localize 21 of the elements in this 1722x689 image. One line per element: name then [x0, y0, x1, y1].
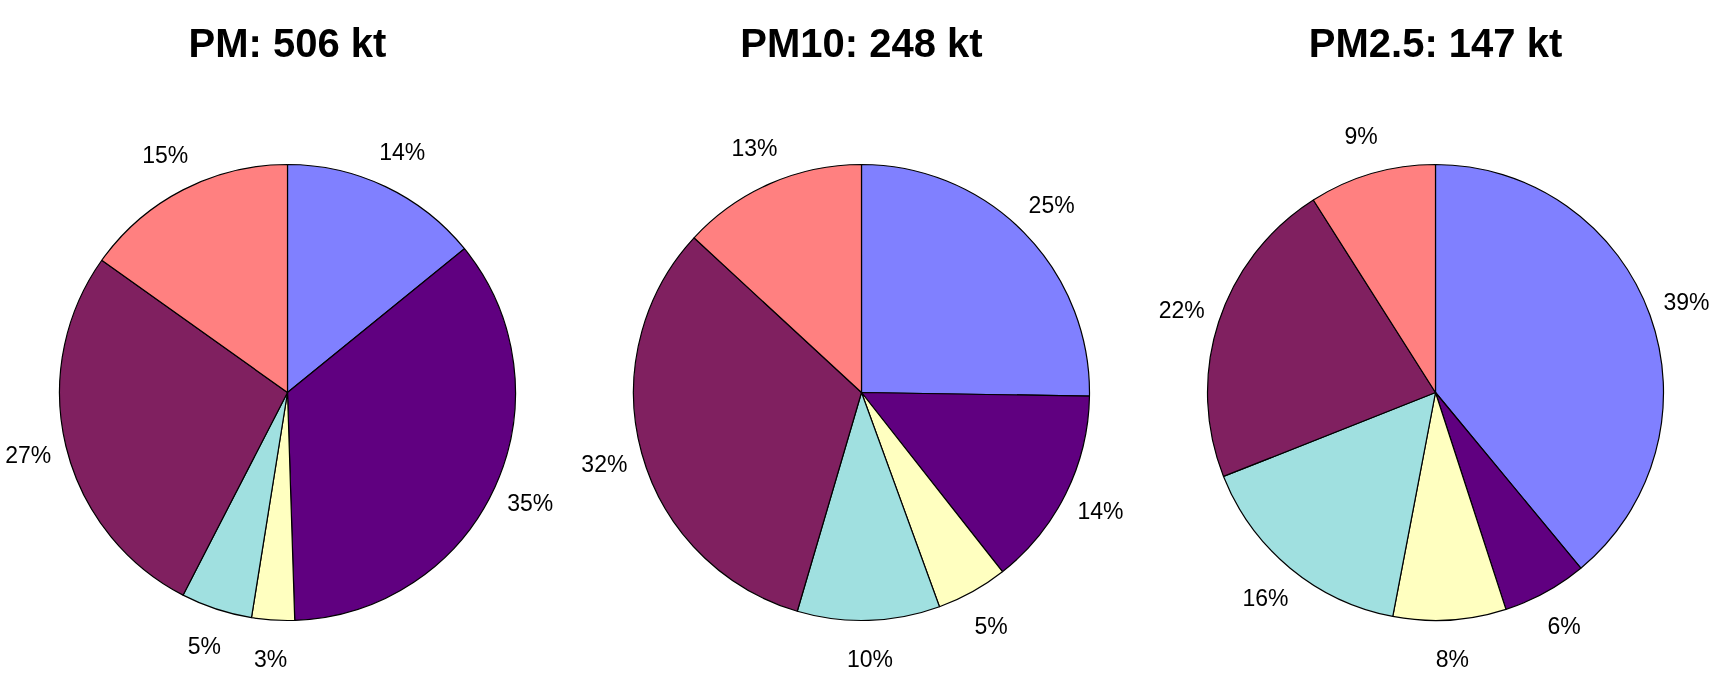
data-label: 16%: [1242, 585, 1289, 612]
data-label: 9%: [1344, 123, 1378, 150]
data-label: 5%: [187, 632, 221, 659]
data-label: 14%: [1077, 497, 1124, 524]
data-label: 8%: [1435, 645, 1469, 672]
data-label: 13%: [731, 135, 778, 162]
chart-title: PM: 506 kt: [188, 20, 387, 65]
data-label: 39%: [1663, 289, 1710, 316]
data-label: 5%: [974, 612, 1008, 639]
data-label: 10%: [846, 646, 893, 673]
data-label: 25%: [1028, 192, 1075, 219]
data-label: 6%: [1547, 613, 1581, 640]
data-label: 3%: [253, 645, 288, 672]
data-label: 27%: [5, 442, 52, 469]
data-label: 22%: [1158, 297, 1205, 324]
data-label: 15%: [142, 142, 189, 169]
data-label: 14%: [379, 138, 426, 165]
chart-title: PM10: 248 kt: [740, 20, 983, 65]
data-label: 32%: [581, 450, 628, 477]
chart-title: PM2.5: 147 kt: [1308, 20, 1563, 65]
data-label: 35%: [507, 490, 554, 517]
